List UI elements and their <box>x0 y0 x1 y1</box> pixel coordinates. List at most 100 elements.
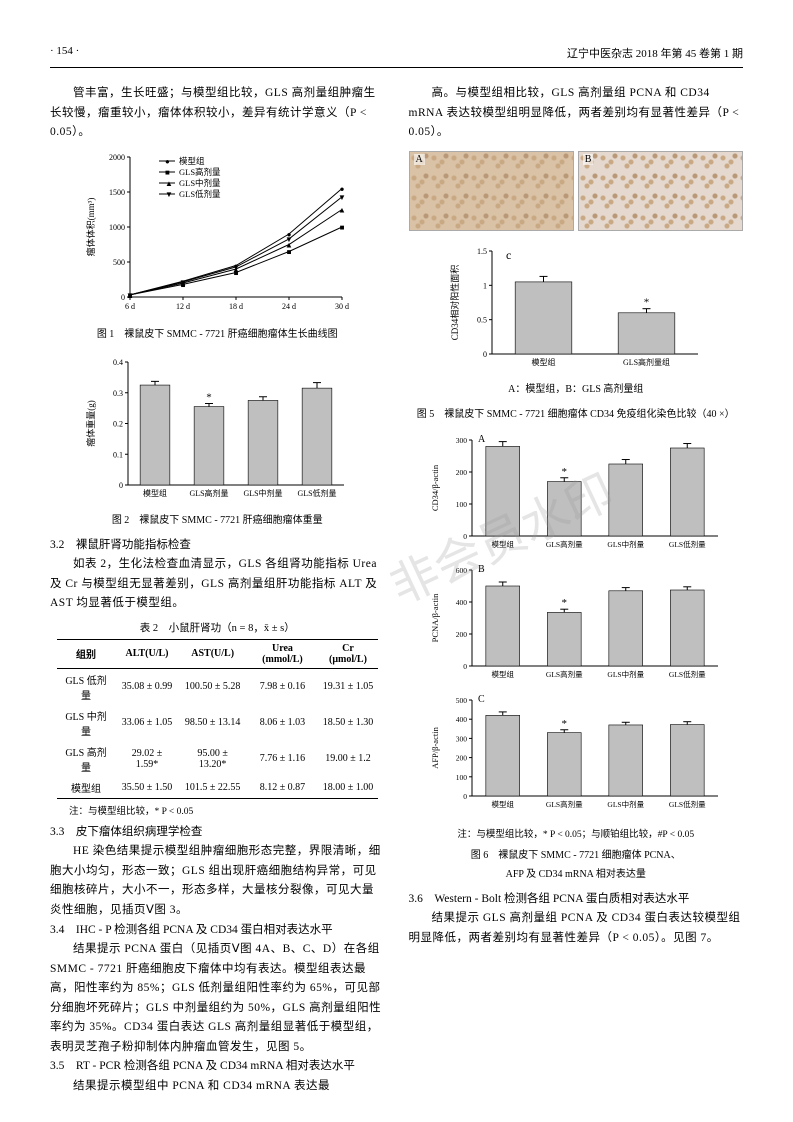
svg-text:0.1: 0.1 <box>113 450 123 459</box>
svg-text:A: A <box>478 434 486 445</box>
sec32-body: 如表 2，生化法检查血清显示，GLS 各组肾功能指标 Urea 及 Cr 与模型… <box>50 555 385 614</box>
tbl2-header: AST(U/L) <box>179 639 247 668</box>
svg-text:100: 100 <box>456 772 468 781</box>
sec35-body: 结果提示模型组中 PCNA 和 CD34 mRNA 表达最 <box>50 1077 385 1097</box>
svg-text:600: 600 <box>456 566 468 575</box>
svg-text:PCNA/β-actin: PCNA/β-actin <box>430 593 440 642</box>
table-row: 模型组35.50 ± 1.50101.5 ± 22.558.12 ± 0.871… <box>57 777 378 799</box>
journal-info: 辽宁中医杂志 2018 年第 45 卷第 1 期 <box>567 45 743 61</box>
svg-text:18 d: 18 d <box>229 302 243 311</box>
svg-text:▲: ▲ <box>338 205 346 214</box>
svg-text:0.3: 0.3 <box>113 388 123 397</box>
svg-text:24 d: 24 d <box>282 302 296 311</box>
svg-text:▼: ▼ <box>232 263 240 272</box>
sec35-title: 3.5 RT - PCR 检测各组 PCNA 及 CD34 mRNA 相对表达水… <box>50 1057 385 1077</box>
svg-text:400: 400 <box>456 598 468 607</box>
svg-text:瘤体体积(mm³): 瘤体体积(mm³) <box>85 197 96 256</box>
fig1-caption: 图 1 裸鼠皮下 SMMC - 7721 肝癌细胞瘤体生长曲线图 <box>50 325 385 340</box>
svg-text:1.5: 1.5 <box>477 247 487 256</box>
svg-text:GLS低剂量: GLS低剂量 <box>669 539 706 549</box>
svg-text:▼: ▼ <box>338 193 346 202</box>
page-number: · 154 · <box>50 45 79 61</box>
table-row: GLS 中剂量33.06 ± 1.0598.50 ± 13.148.06 ± 1… <box>57 705 378 741</box>
svg-text:GLS高剂量: GLS高剂量 <box>546 799 583 809</box>
svg-text:400: 400 <box>456 715 468 724</box>
header-underline <box>50 67 743 68</box>
svg-text:*: * <box>561 465 567 477</box>
svg-text:30 d: 30 d <box>335 302 349 311</box>
svg-text:2000: 2000 <box>109 153 125 162</box>
right-column: 高。与模型组相比较，GLS 高剂量组 PCNA 和 CD34 mRNA 表达较模… <box>409 84 744 1096</box>
svg-text:500: 500 <box>113 258 125 267</box>
svg-text:0: 0 <box>483 350 487 359</box>
svg-text:GLS中剂量: GLS中剂量 <box>179 178 221 188</box>
svg-text:模型组: 模型组 <box>179 156 205 166</box>
svg-text:300: 300 <box>456 734 468 743</box>
svg-text:*: * <box>561 597 567 609</box>
svg-text:▼: ▼ <box>126 291 134 300</box>
sec36-title: 3.6 Western - Bolt 检测各组 PCNA 蛋白质相对表达水平 <box>409 890 744 910</box>
tbl2-header: ALT(U/L) <box>115 639 178 668</box>
fig6-caption1: 图 6 裸鼠皮下 SMMC - 7721 细胞瘤体 PCNA、 <box>409 846 744 861</box>
svg-text:1: 1 <box>483 281 487 290</box>
svg-text:0: 0 <box>463 662 467 671</box>
svg-text:模型组: 模型组 <box>491 539 514 549</box>
svg-text:500: 500 <box>456 696 468 705</box>
svg-text:模型组: 模型组 <box>491 669 514 679</box>
svg-text:GLS中剂量: GLS中剂量 <box>244 488 283 498</box>
svg-text:GLS低剂量: GLS低剂量 <box>179 189 221 199</box>
svg-text:GLS高剂量: GLS高剂量 <box>546 539 583 549</box>
sec34-title: 3.4 IHC - P 检测各组 PCNA 及 CD34 蛋白相对表达水平 <box>50 921 385 941</box>
svg-text:GLS高剂量: GLS高剂量 <box>179 167 221 177</box>
tbl2-header: 组别 <box>57 639 116 668</box>
svg-text:200: 200 <box>456 630 468 639</box>
svg-text:■: ■ <box>340 223 345 232</box>
svg-text:GLS中剂量: GLS中剂量 <box>607 799 644 809</box>
svg-text:1500: 1500 <box>109 188 125 197</box>
svg-text:AFP/β-actin: AFP/β-actin <box>430 726 440 768</box>
page-header: · 154 · 辽宁中医杂志 2018 年第 45 卷第 1 期 <box>50 45 743 61</box>
svg-text:GLS中剂量: GLS中剂量 <box>607 669 644 679</box>
svg-text:模型组: 模型组 <box>491 799 514 809</box>
svg-text:0: 0 <box>463 532 467 541</box>
svg-text:6 d: 6 d <box>125 302 135 311</box>
svg-text:0.4: 0.4 <box>113 358 123 367</box>
left-column: 管丰富，生长旺盛；与模型组比较，GLS 高剂量组肿瘤生长较慢，瘤重较小，瘤体体积… <box>50 84 385 1096</box>
svg-text:▼: ▼ <box>285 235 293 244</box>
svg-text:模型组: 模型组 <box>143 488 167 498</box>
svg-text:C: C <box>478 694 485 705</box>
svg-text:CD34相对阳性面积: CD34相对阳性面积 <box>449 264 460 340</box>
svg-text:GLS中剂量: GLS中剂量 <box>607 539 644 549</box>
svg-text:c: c <box>506 248 511 262</box>
sec32-title: 3.2 裸鼠肝肾功能指标检查 <box>50 536 385 556</box>
table-row: GLS 低剂量35.08 ± 0.99100.50 ± 5.287.98 ± 0… <box>57 668 378 705</box>
svg-text:*: * <box>207 391 213 403</box>
fig1-line-chart: 05001000150020006 d12 d18 d24 d30 d瘤体体积(… <box>82 149 352 319</box>
svg-text:100: 100 <box>456 500 468 509</box>
svg-text:1000: 1000 <box>109 223 125 232</box>
svg-text:瘤体重量(g): 瘤体重量(g) <box>85 400 96 447</box>
svg-text:B: B <box>478 564 485 575</box>
svg-text:300: 300 <box>456 436 468 445</box>
fig5-panel-a: A <box>409 151 574 231</box>
svg-text:0.5: 0.5 <box>477 315 487 324</box>
sec36-body: 结果提示 GLS 高剂量组 PCNA 及 CD34 蛋白表达较模型组明显降低，两… <box>409 909 744 948</box>
tbl2-note: 注：与模型组比较，* P < 0.05 <box>50 803 385 817</box>
tbl2-header: Cr (μmol/L) <box>318 639 378 668</box>
svg-text:0.2: 0.2 <box>113 419 123 428</box>
fig5-sub: A：模型组，B：GLS 高剂量组 <box>409 380 744 395</box>
sec34-body: 结果提示 PCNA 蛋白（见插页Ⅴ图 4A、B、C、D）在各组 SMMC - 7… <box>50 940 385 1057</box>
tbl2-title: 表 2 小鼠肝肾功（n = 8，x̄ ± s） <box>50 620 385 635</box>
svg-text:200: 200 <box>456 753 468 762</box>
svg-text:GLS低剂量: GLS低剂量 <box>669 799 706 809</box>
svg-text:0: 0 <box>119 481 123 490</box>
fig5c-bar-chart: 00.511.5CD34相对阳性面积模型组*GLS高剂量组c <box>446 239 706 374</box>
svg-text:0: 0 <box>121 293 125 302</box>
svg-text:GLS低剂量: GLS低剂量 <box>298 488 337 498</box>
fig5-caption: 图 5 裸鼠皮下 SMMC - 7721 细胞瘤体 CD34 免疫组化染色比较（… <box>409 405 744 420</box>
svg-text:200: 200 <box>456 468 468 477</box>
table-row: GLS 高剂量29.02 ± 1.59*95.00 ± 13.20*7.76 ±… <box>57 741 378 777</box>
svg-text:*: * <box>561 717 567 729</box>
sec33-body: HE 染色结果提示模型组肿瘤细胞形态完整，界限清晰，细胞大小均匀，形态一致；GL… <box>50 842 385 920</box>
fig5-panel-b: B <box>578 151 743 231</box>
